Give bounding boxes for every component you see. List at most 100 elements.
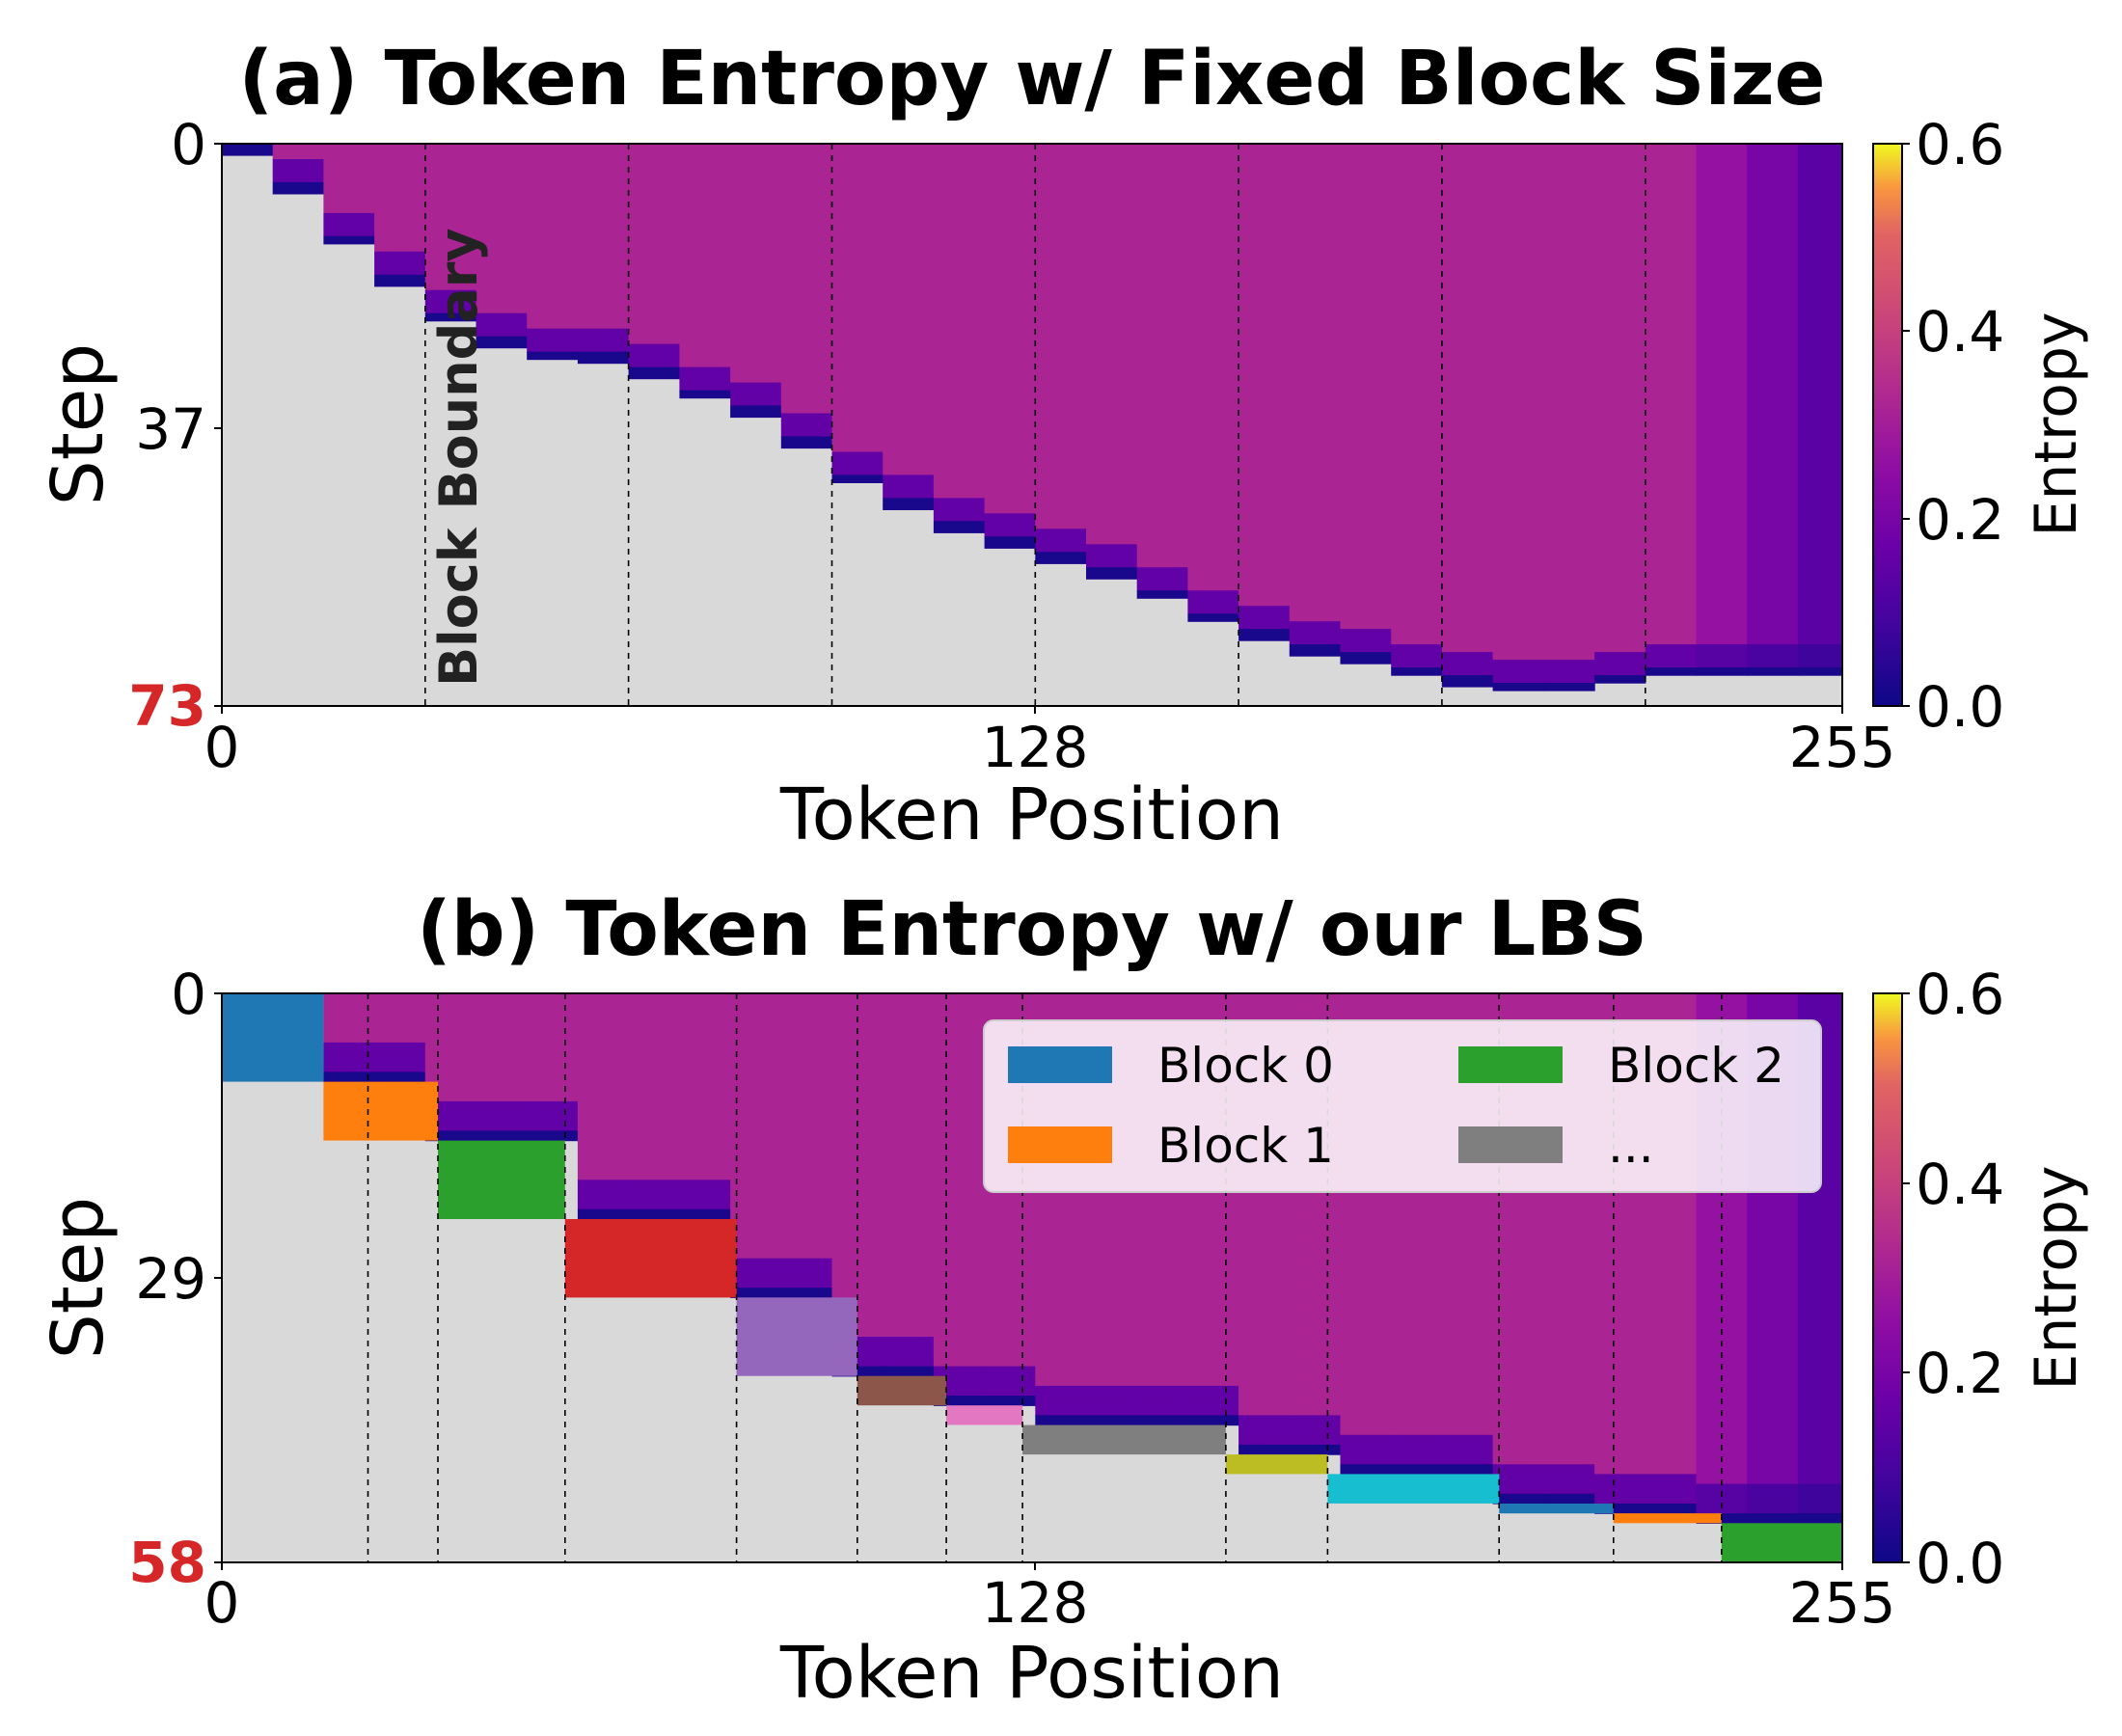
heatmap-cell [730, 1258, 782, 1269]
heatmap-cell [1340, 336, 1392, 345]
heatmap-cell [1747, 204, 1799, 214]
heatmap-cell [628, 1121, 680, 1131]
heatmap-cell [1797, 475, 1842, 483]
heatmap-cell [984, 1366, 1036, 1377]
heatmap-cell [1035, 1396, 1087, 1406]
heatmap-cell [1340, 174, 1392, 183]
heatmap-cell [1391, 567, 1443, 576]
heatmap-cell [1391, 305, 1443, 314]
heatmap-cell [933, 305, 986, 314]
heatmap-cell [679, 312, 731, 322]
heatmap-cell [883, 1346, 935, 1357]
heatmap-cell [1086, 1316, 1138, 1328]
heatmap-cell [1187, 1229, 1239, 1239]
heatmap-cell [1340, 1267, 1392, 1279]
heatmap-cell [1340, 444, 1392, 453]
heatmap-cell [1289, 1248, 1342, 1260]
heatmap-cell [1340, 413, 1392, 422]
heatmap-cell [1594, 1415, 1646, 1426]
heatmap-cell [1747, 1337, 1799, 1347]
heatmap-cell [1187, 459, 1239, 468]
heatmap-cell [933, 343, 986, 353]
heatmap-cell [1645, 529, 1698, 537]
heatmap-cell [1238, 1415, 1291, 1426]
heatmap-cell [424, 1062, 477, 1072]
heatmap-cell [1492, 436, 1544, 446]
heatmap-cell [1441, 413, 1494, 422]
heatmap-cell [628, 151, 680, 160]
heatmap-cell [679, 174, 731, 183]
heatmap-cell [1543, 220, 1595, 230]
heatmap-cell [1747, 1366, 1799, 1377]
heatmap-cell [1289, 1003, 1342, 1014]
heatmap-cell [883, 204, 935, 214]
heatmap-cell [883, 1337, 935, 1347]
heatmap-cell [1136, 1316, 1188, 1328]
heatmap-cell [1441, 552, 1494, 560]
heatmap-cell [1594, 1288, 1646, 1298]
heatmap-cell [1696, 428, 1748, 438]
heatmap-cell [1543, 1229, 1595, 1239]
heatmap-cell [577, 212, 630, 222]
heatmap-cell [730, 235, 782, 245]
heatmap-cell [1340, 243, 1392, 253]
heatmap-cell [527, 258, 579, 268]
heatmap-cell [1645, 258, 1698, 268]
heatmap-cell [1391, 151, 1443, 160]
heatmap-cell [1543, 629, 1595, 637]
heatmap-cell [1441, 1415, 1494, 1426]
heatmap-cell [1187, 420, 1239, 430]
heatmap-cell [1238, 289, 1291, 299]
heatmap-cell [780, 1100, 833, 1112]
heatmap-cell [1441, 613, 1494, 622]
heatmap-cell [679, 328, 731, 338]
heatmap-cell [1645, 544, 1698, 553]
heatmap-cell [1747, 428, 1799, 438]
heatmap-cell [1594, 1208, 1646, 1220]
heatmap-cell [933, 144, 986, 152]
heatmap-cell [1645, 197, 1698, 206]
heatmap-cell [1238, 382, 1291, 392]
heatmap-cell [1594, 228, 1646, 237]
heatmap-cell [1492, 1474, 1544, 1485]
heatmap-cell [780, 359, 833, 368]
heatmap-cell [1441, 390, 1494, 399]
heatmap-cell [1543, 613, 1595, 622]
heatmap-cell [1035, 328, 1087, 338]
heatmap-cell [730, 1229, 782, 1239]
heatmap-cell [730, 1199, 782, 1210]
heatmap-cell [883, 1180, 935, 1191]
heatmap-cell [424, 189, 477, 199]
heatmap-cell [628, 1100, 680, 1112]
heatmap-cell [831, 475, 884, 483]
heatmap-cell [272, 189, 324, 195]
heatmap-cell [476, 204, 528, 214]
heatmap-cell [1187, 189, 1239, 199]
heatmap-cell [476, 228, 528, 237]
heatmap-cell [374, 274, 426, 284]
heatmap-cell [883, 351, 935, 361]
heatmap-cell [883, 444, 935, 453]
heatmap-cell [1187, 151, 1239, 160]
heatmap-cell [1747, 505, 1799, 514]
heatmap-cell [1391, 1288, 1443, 1298]
heatmap-cell [1136, 312, 1188, 322]
heatmap-cell [1340, 1229, 1392, 1239]
x-axis-label-b: Token Position [779, 1632, 1284, 1715]
heatmap-cell [1696, 297, 1748, 307]
heatmap-cell [1696, 420, 1748, 430]
heatmap-cell [1696, 212, 1748, 222]
heatmap-cell [628, 289, 680, 299]
heatmap-cell [577, 144, 630, 152]
colorbar-label-b: Entropy [2023, 1165, 2090, 1390]
heatmap-cell [1696, 505, 1748, 514]
heatmap-cell [1797, 197, 1842, 206]
heatmap-cell [1594, 459, 1646, 468]
heatmap-cell [1035, 1199, 1087, 1210]
heatmap-cell [476, 159, 528, 168]
heatmap-cell [933, 220, 986, 230]
heatmap-cell [1696, 1424, 1748, 1436]
heatmap-cell [1492, 312, 1544, 322]
heatmap-cell [1086, 382, 1138, 392]
heatmap-cell [1391, 320, 1443, 330]
